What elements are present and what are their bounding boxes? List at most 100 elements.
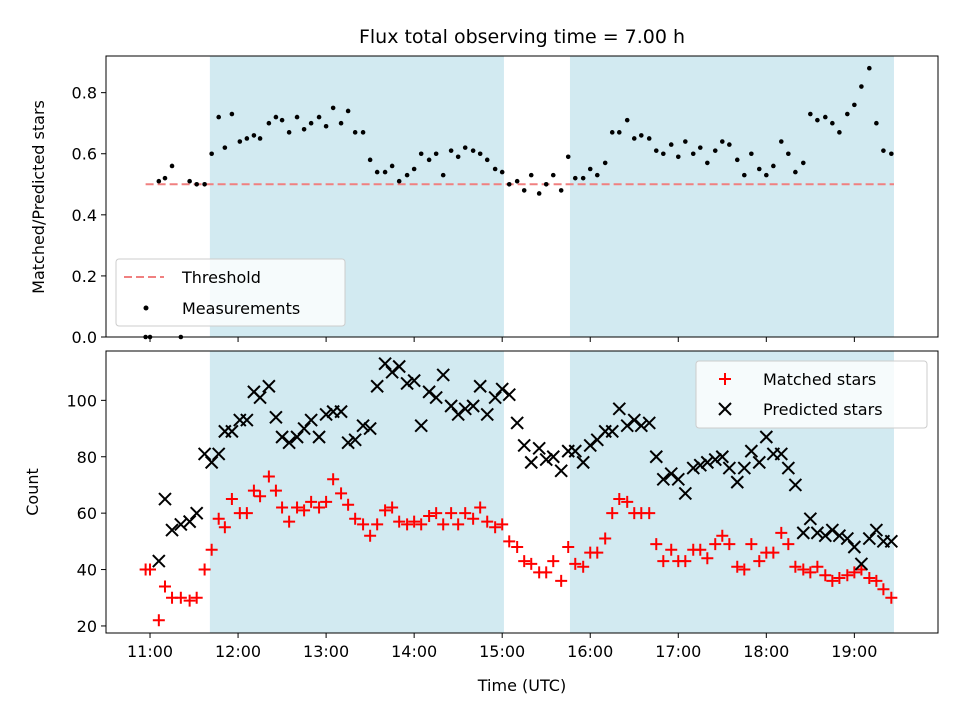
measurement-point (308, 120, 314, 126)
matched-stars-point (518, 555, 531, 568)
measurement-point (705, 160, 710, 166)
predicted-stars-point (319, 407, 333, 422)
matched-stars-point (313, 501, 326, 514)
predicted-stars-point (832, 529, 847, 543)
matched-stars-point (870, 574, 883, 587)
measurement-point (786, 151, 791, 157)
predicted-stars-point (532, 441, 546, 455)
predicted-stars-point (671, 472, 685, 487)
matched-stars-point (665, 543, 678, 556)
matched-stars-point (327, 473, 340, 486)
y-tick-label: 100 (66, 391, 97, 410)
matched-stars-point (218, 521, 231, 534)
predicted-stars-point (517, 438, 531, 453)
matched-stars-point (789, 560, 802, 573)
predicted-stars-point (240, 413, 254, 427)
bottom-y-axis-label: Count (23, 468, 42, 516)
matched-stars-point (379, 504, 392, 517)
measurement-point (793, 169, 798, 175)
measurement-point (338, 120, 344, 126)
measurement-point (712, 148, 718, 153)
measurement-point (514, 178, 520, 184)
matched-stars-point (709, 538, 722, 551)
measurement-point (727, 142, 732, 147)
predicted-stars-point (158, 492, 172, 506)
measurement-point (646, 136, 652, 141)
measurement-point (374, 169, 380, 175)
matched-stars-point (657, 555, 670, 568)
predicted-stars-point (392, 359, 406, 374)
predicted-stars-point (473, 379, 487, 393)
x-tick-label: 13:00 (303, 642, 349, 661)
legend-threshold-label: Threshold (181, 268, 261, 287)
measurement-point (638, 133, 644, 138)
matched-stars-point (190, 591, 203, 604)
y-tick-label: 0.2 (72, 267, 97, 286)
predicted-stars-point (436, 368, 450, 382)
predicted-stars-point (796, 526, 811, 540)
matched-stars-point (767, 546, 780, 559)
predicted-stars-point (884, 534, 899, 549)
predicted-stars-point (262, 379, 276, 393)
predicted-stars-point (466, 399, 480, 413)
matched-stars-point (335, 487, 348, 500)
measurement-point (484, 157, 490, 163)
matched-stars-point (885, 591, 898, 604)
bottom-legend: Matched stars Predicted stars (695, 360, 928, 429)
predicted-stars-point (370, 379, 384, 393)
measurement-point (594, 172, 600, 178)
predicted-stars-point (781, 461, 796, 475)
measurement-point (162, 175, 168, 181)
predicted-stars-point (510, 416, 524, 430)
matched-stars-point (562, 540, 575, 553)
matched-stars-point (782, 538, 795, 551)
measurement-point (202, 181, 207, 187)
predicted-stars-point (480, 407, 494, 422)
matched-stars-point (276, 501, 289, 514)
matched-stars-point (848, 566, 861, 579)
measurement-point (845, 111, 850, 117)
measurement-point (609, 130, 615, 135)
measurement-point (301, 127, 307, 132)
x-tick-label: 15:00 (479, 642, 525, 661)
predicted-stars-point (847, 540, 862, 554)
measurement-point (808, 111, 813, 117)
matched-stars-point (811, 560, 824, 573)
measurement-point (462, 145, 468, 150)
predicted-stars-point (722, 461, 737, 475)
matched-stars-point (547, 555, 560, 568)
predicted-stars-point (774, 447, 788, 461)
predicted-stars-point (334, 404, 348, 419)
legend-predicted-swatch (718, 402, 732, 416)
matched-stars-point (437, 518, 450, 531)
measurement-point (558, 188, 564, 193)
top-y-axis-ticks: 0.0 0.2 0.4 0.6 0.8 (72, 84, 106, 347)
measurement-point (330, 105, 336, 111)
predicted-stars-point (693, 458, 707, 472)
predicted-stars-point (488, 390, 502, 405)
y-tick-label: 0.8 (72, 84, 97, 103)
x-tick-label: 12:00 (215, 642, 261, 661)
measurement-point (587, 166, 593, 172)
measurement-point (492, 166, 498, 172)
measurement-point (187, 178, 192, 184)
measurement-point (742, 172, 747, 178)
measurement-point (719, 139, 725, 144)
matched-stars-point (679, 555, 692, 568)
matched-stars-point (371, 518, 384, 531)
matched-stars-point (174, 591, 187, 604)
measurement-point (411, 166, 417, 172)
measurement-point (279, 117, 285, 123)
bottom-y-axis-ticks: 20 40 60 80 100 (66, 391, 106, 636)
measurement-point (859, 84, 864, 89)
predicted-stars-point (182, 514, 197, 529)
measurement-point (257, 136, 263, 141)
predicted-stars-point (649, 450, 663, 464)
y-tick-label: 80 (77, 448, 97, 467)
matched-stars-point (305, 495, 318, 508)
predicted-stars-point (700, 455, 715, 470)
x-tick-label: 14:00 (391, 642, 437, 661)
matched-stars-point (599, 532, 612, 545)
predicted-stars-point (458, 402, 472, 416)
measurement-point (543, 181, 549, 187)
